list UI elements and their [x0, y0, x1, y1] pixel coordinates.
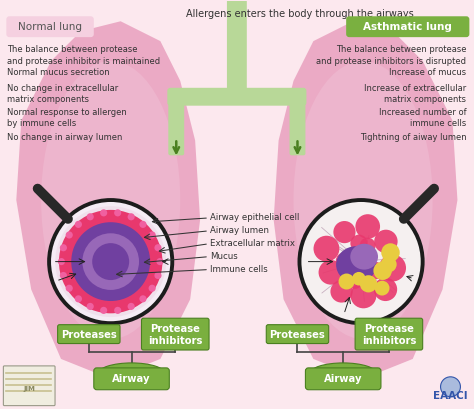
Text: Normal lung: Normal lung	[18, 22, 82, 32]
Circle shape	[100, 209, 107, 216]
FancyBboxPatch shape	[355, 318, 423, 350]
Circle shape	[360, 275, 377, 292]
Circle shape	[87, 213, 94, 220]
Circle shape	[338, 274, 355, 290]
Circle shape	[71, 222, 150, 301]
Circle shape	[367, 262, 384, 279]
Circle shape	[356, 214, 380, 239]
FancyBboxPatch shape	[266, 325, 328, 344]
Circle shape	[60, 272, 67, 279]
Text: Allergens enters the body through the airways: Allergens enters the body through the ai…	[186, 9, 413, 19]
Circle shape	[336, 253, 352, 269]
Text: Increase of mucus: Increase of mucus	[389, 68, 466, 77]
Circle shape	[350, 235, 368, 252]
FancyBboxPatch shape	[227, 0, 247, 98]
Circle shape	[92, 243, 129, 280]
Circle shape	[148, 285, 156, 292]
Circle shape	[49, 200, 172, 323]
Text: Protease
inhibitors: Protease inhibitors	[362, 324, 416, 346]
FancyBboxPatch shape	[3, 366, 55, 406]
Text: Tightning of aiway lumen: Tightning of aiway lumen	[360, 133, 466, 142]
FancyBboxPatch shape	[141, 318, 209, 350]
Circle shape	[381, 256, 397, 272]
Text: Airway: Airway	[324, 374, 363, 384]
Text: Proteases: Proteases	[270, 330, 325, 340]
Text: Asthmatic lung: Asthmatic lung	[364, 22, 452, 32]
Text: Airway lumen: Airway lumen	[210, 226, 269, 235]
Circle shape	[82, 233, 139, 290]
Text: No change in extracellular
matrix components: No change in extracellular matrix compon…	[8, 84, 118, 104]
FancyBboxPatch shape	[94, 368, 169, 390]
Circle shape	[128, 213, 135, 220]
Circle shape	[55, 206, 166, 317]
Circle shape	[66, 231, 73, 238]
Circle shape	[440, 377, 460, 397]
FancyBboxPatch shape	[58, 325, 120, 344]
Text: Immune cells: Immune cells	[210, 265, 268, 274]
Circle shape	[333, 221, 356, 243]
Circle shape	[59, 210, 163, 313]
Circle shape	[139, 221, 146, 228]
Text: The balance between protease
and protease inhibitor is maintained: The balance between protease and proteas…	[8, 45, 161, 65]
Text: Normal response to allergen
by immune cells: Normal response to allergen by immune ce…	[8, 108, 127, 128]
Circle shape	[66, 285, 73, 292]
Text: Protease
inhibitors: Protease inhibitors	[148, 324, 202, 346]
Text: Increased number of
immune cells: Increased number of immune cells	[379, 108, 466, 128]
Circle shape	[300, 200, 423, 323]
Circle shape	[87, 303, 94, 310]
Circle shape	[58, 258, 65, 265]
Text: Proteases: Proteases	[61, 330, 117, 340]
FancyBboxPatch shape	[6, 16, 94, 37]
Circle shape	[148, 231, 156, 238]
Text: Mucus: Mucus	[210, 252, 238, 261]
Circle shape	[114, 307, 121, 314]
Circle shape	[128, 303, 135, 310]
Circle shape	[375, 281, 390, 296]
Circle shape	[100, 307, 107, 314]
Ellipse shape	[98, 363, 165, 385]
Circle shape	[351, 283, 376, 308]
Ellipse shape	[293, 61, 433, 339]
Text: Normal mucus secretion: Normal mucus secretion	[8, 68, 110, 77]
Circle shape	[381, 243, 400, 262]
Circle shape	[330, 281, 353, 303]
PathPatch shape	[273, 21, 457, 379]
Circle shape	[75, 221, 82, 228]
Circle shape	[352, 272, 365, 285]
Text: No change in airway lumen: No change in airway lumen	[8, 133, 123, 142]
Text: Increase of extracellular
matrix components: Increase of extracellular matrix compone…	[364, 84, 466, 104]
FancyBboxPatch shape	[290, 97, 305, 155]
Text: EAACI: EAACI	[433, 391, 468, 401]
Ellipse shape	[41, 61, 180, 339]
Circle shape	[156, 258, 164, 265]
Circle shape	[155, 272, 162, 279]
FancyBboxPatch shape	[168, 97, 184, 155]
Circle shape	[114, 209, 121, 216]
Ellipse shape	[310, 363, 377, 385]
Circle shape	[374, 278, 397, 301]
FancyBboxPatch shape	[167, 88, 306, 106]
PathPatch shape	[16, 21, 200, 379]
Circle shape	[379, 254, 406, 281]
Circle shape	[60, 244, 67, 251]
Circle shape	[346, 272, 363, 289]
FancyBboxPatch shape	[305, 368, 381, 390]
Circle shape	[319, 260, 343, 285]
Ellipse shape	[336, 246, 376, 283]
Circle shape	[374, 230, 398, 253]
Circle shape	[374, 261, 392, 280]
Text: Extracellular matrix: Extracellular matrix	[210, 239, 295, 248]
Text: JIM: JIM	[23, 386, 35, 392]
Text: The balance between protease
and protease inhibitors is disrupted: The balance between protease and proteas…	[316, 45, 466, 65]
Circle shape	[75, 295, 82, 302]
Circle shape	[360, 238, 375, 254]
Text: Airway epithelial cell: Airway epithelial cell	[210, 213, 300, 222]
Circle shape	[155, 244, 162, 251]
Circle shape	[139, 295, 146, 302]
FancyBboxPatch shape	[346, 16, 469, 37]
Circle shape	[313, 236, 339, 262]
Ellipse shape	[350, 244, 378, 270]
Text: Airway: Airway	[112, 374, 151, 384]
